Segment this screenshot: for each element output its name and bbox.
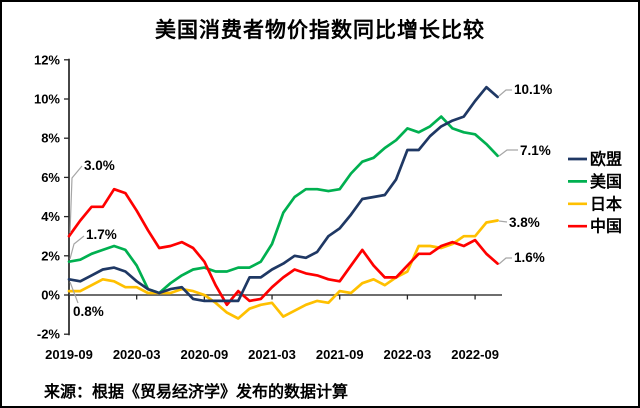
legend-label-us: 美国 xyxy=(590,172,622,191)
annotation-leader-us-last xyxy=(498,149,518,157)
annotation-leader-china-last xyxy=(498,257,512,265)
annotation-label-eu-first: 0.8% xyxy=(73,304,104,319)
annotation-label-china-last: 1.6% xyxy=(514,250,545,265)
y-tick-label: 2% xyxy=(41,248,60,263)
y-tick-label: 0% xyxy=(41,288,60,303)
series-line-china xyxy=(67,187,499,307)
x-tick-label: 2020-09 xyxy=(181,347,229,362)
series-line-eu xyxy=(67,85,499,303)
annotation-label-us-first: 1.7% xyxy=(86,227,117,242)
x-tick-label: 2019-09 xyxy=(45,347,93,362)
y-tick-label: 6% xyxy=(41,170,60,185)
y-tick-label: -2% xyxy=(37,327,61,342)
source-note: 来源：根据《贸易经济学》发布的数据计算 xyxy=(44,384,349,401)
annotation-leader-eu-last xyxy=(498,89,512,97)
annotation-label-eu-last: 10.1% xyxy=(514,82,552,97)
annotation-leader-eu-first xyxy=(69,281,79,304)
y-tick-label: 4% xyxy=(41,209,60,224)
y-tick-label: 10% xyxy=(34,92,60,107)
annotation-label-japan-last: 3.8% xyxy=(509,215,540,230)
x-tick-label: 2021-03 xyxy=(248,347,296,362)
annotation-leader-japan-last xyxy=(498,220,508,223)
x-tick-label: 2022-03 xyxy=(384,347,432,362)
legend-label-eu: 欧盟 xyxy=(590,150,622,169)
annotation-label-china-first: 3.0% xyxy=(84,158,115,173)
y-tick-label: 8% xyxy=(41,131,60,146)
legend-label-china: 中国 xyxy=(590,217,622,236)
y-tick-label: 12% xyxy=(34,52,60,67)
legend-label-japan: 日本 xyxy=(590,194,622,213)
series-line-japan xyxy=(67,219,499,320)
x-tick-label: 2022-09 xyxy=(451,347,499,362)
series-line-us xyxy=(67,115,499,295)
chart-title: 美国消费者物价指数同比增长比较 xyxy=(155,18,485,42)
annotation-label-us-last: 7.1% xyxy=(520,143,551,158)
x-tick-label: 2021-09 xyxy=(316,347,364,362)
annotation-leader-china-first xyxy=(69,165,83,234)
annotation-leader-us-first xyxy=(69,235,85,260)
x-tick-label: 2020-03 xyxy=(113,347,161,362)
